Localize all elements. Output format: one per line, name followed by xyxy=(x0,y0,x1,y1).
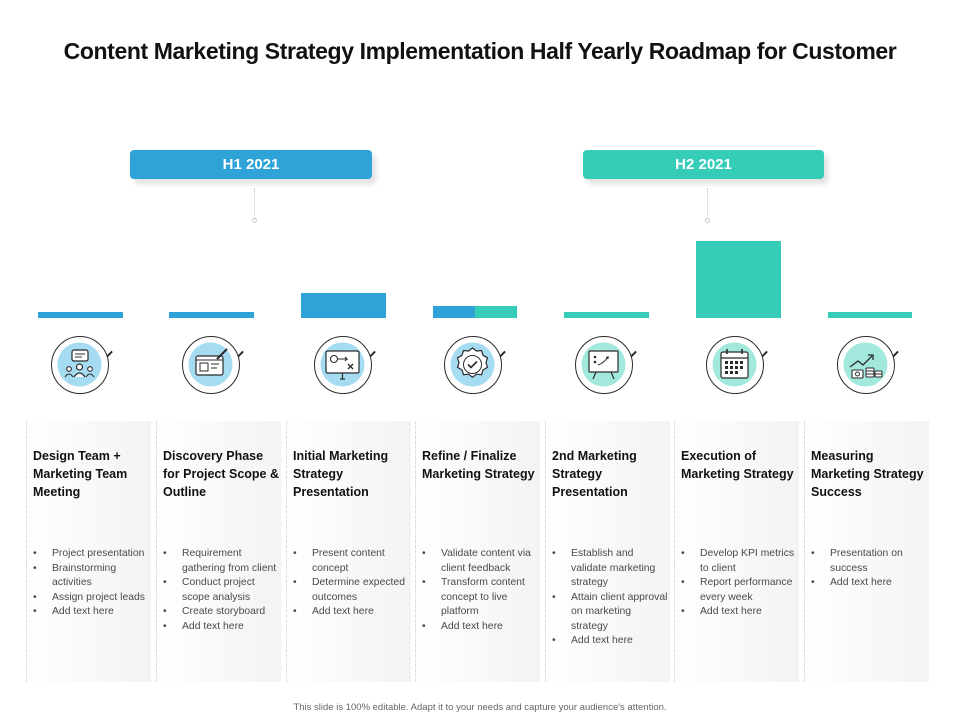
stage-5-card: 2nd Marketing Strategy Presentation Esta… xyxy=(545,421,670,682)
stage-1-bullet-2: Brainstorming activities xyxy=(33,562,149,591)
footer-note: This slide is 100% editable. Adapt it to… xyxy=(293,702,667,713)
stage-4-bullets: Validate content via client feedback Tra… xyxy=(422,547,538,634)
stage-6-icon-wrap xyxy=(703,333,768,397)
timeline-bar-7 xyxy=(696,241,781,318)
stage-6-bullet-1: Develop KPI metrics to client xyxy=(681,547,797,576)
phase-h1-label: H1 2021 xyxy=(130,150,372,179)
stage-2-bullet-2: Conduct project scope analysis xyxy=(163,576,279,605)
stage-5-bullet-2: Attain client approval on marketing stra… xyxy=(552,591,668,635)
stage-7-card: Measuring Marketing Strategy Success Pre… xyxy=(804,421,929,682)
stage-5-icon-wrap xyxy=(572,333,637,397)
stage-1-title: Design Team + Marketing Team Meeting xyxy=(33,449,128,499)
stage-2-card: Discovery Phase for Project Scope & Outl… xyxy=(156,421,281,682)
stage-7-bullet-2: Add text here xyxy=(811,576,927,591)
phase-h2-connector xyxy=(705,188,710,223)
stage-1-bullets: Project presentation Brainstorming activ… xyxy=(33,547,149,620)
stage-3-bullets: Present content concept Determine expect… xyxy=(293,547,409,620)
stage-5-title: 2nd Marketing Strategy Presentation xyxy=(552,449,637,499)
stage-4-bullet-1: Validate content via client feedback xyxy=(422,547,538,576)
growth-coins-icon xyxy=(843,342,888,387)
stage-2-title: Discovery Phase for Project Scope & Outl… xyxy=(163,449,279,499)
stage-1-bullet-4: Add text here xyxy=(33,605,149,620)
stage-1-bullet-1: Project presentation xyxy=(33,547,149,562)
stage-3-bullet-3: Add text here xyxy=(293,605,409,620)
stage-3-bullet-1: Present content concept xyxy=(293,547,409,576)
stage-6-title: Execution of Marketing Strategy xyxy=(681,449,794,481)
stage-4-title: Refine / Finalize Marketing Strategy xyxy=(422,449,535,481)
stage-6-bullet-3: Add text here xyxy=(681,605,797,620)
timeline-bar-6 xyxy=(564,312,649,318)
team-meeting-icon xyxy=(57,342,102,387)
stage-4-bullet-2: Transform content concept to live platfo… xyxy=(422,576,538,620)
phase-h2-label: H2 2021 xyxy=(583,150,824,179)
stage-6-bullets: Develop KPI metrics to client Report per… xyxy=(681,547,797,620)
stage-1-icon-wrap xyxy=(48,333,113,397)
stage-7-bullet-1: Presentation on success xyxy=(811,547,927,576)
stage-3-card: Initial Marketing Strategy Presentation … xyxy=(286,421,411,682)
stage-4-bullet-3: Add text here xyxy=(422,620,538,635)
design-tablet-icon xyxy=(188,342,233,387)
slide-title: Content Marketing Strategy Implementatio… xyxy=(63,38,897,64)
strategy-board-icon xyxy=(320,342,365,387)
stage-2-bullet-1: Requirement gathering from client xyxy=(163,547,279,576)
stage-2-bullets: Requirement gathering from client Conduc… xyxy=(163,547,279,634)
stage-4-icon-wrap xyxy=(441,333,506,397)
stage-3-bullet-2: Determine expected outcomes xyxy=(293,576,409,605)
presentation-board-icon xyxy=(581,342,626,387)
stage-7-title: Measuring Marketing Strategy Success xyxy=(811,449,924,499)
stage-6-bullet-2: Report performance every week xyxy=(681,576,797,605)
stage-2-bullet-4: Add text here xyxy=(163,620,279,635)
timeline-bar-8 xyxy=(828,312,912,318)
stage-4-card: Refine / Finalize Marketing Strategy Val… xyxy=(415,421,540,682)
stage-7-bullets: Presentation on success Add text here xyxy=(811,547,927,591)
calendar-icon xyxy=(712,342,757,387)
stage-5-bullet-3: Add text here xyxy=(552,634,668,649)
stage-2-icon-wrap xyxy=(179,333,244,397)
timeline-bar-5 xyxy=(475,306,517,318)
stage-3-title: Initial Marketing Strategy Presentation xyxy=(293,449,389,499)
approval-badge-icon xyxy=(450,342,495,387)
timeline-bar-1 xyxy=(38,312,123,318)
timeline-bar-4 xyxy=(433,306,475,318)
stage-1-bullet-3: Assign project leads xyxy=(33,591,149,606)
phase-h1-connector xyxy=(252,188,257,223)
timeline-bar-3 xyxy=(301,293,386,318)
stage-3-icon-wrap xyxy=(311,333,376,397)
stage-7-icon-wrap xyxy=(834,333,899,397)
timeline-bar-2 xyxy=(169,312,254,318)
stage-2-bullet-3: Create storyboard xyxy=(163,605,279,620)
stage-6-card: Execution of Marketing Strategy Develop … xyxy=(674,421,799,682)
stage-5-bullet-1: Establish and validate marketing strateg… xyxy=(552,547,668,591)
stage-5-bullets: Establish and validate marketing strateg… xyxy=(552,547,668,649)
stage-1-card: Design Team + Marketing Team Meeting Pro… xyxy=(26,421,151,682)
